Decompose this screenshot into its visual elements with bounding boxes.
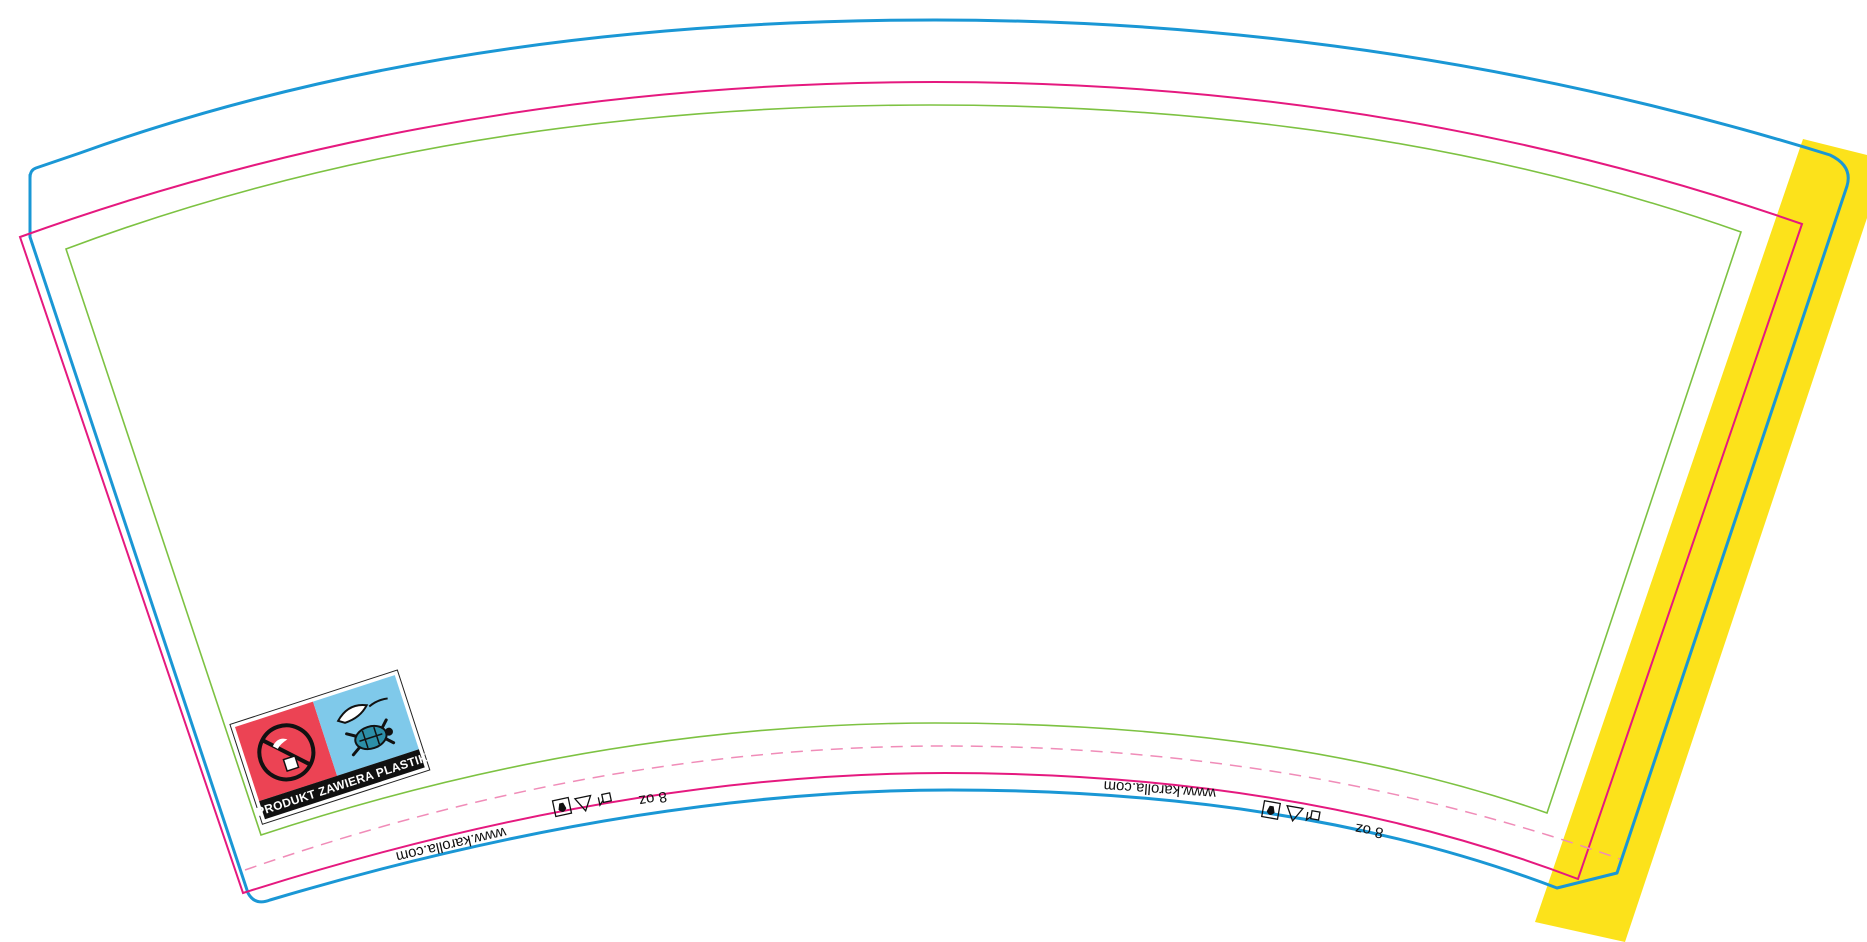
plastic-warning-badge: PRODUKT ZAWIERA PLASTIK [229, 669, 431, 825]
sorting-hand-icon-left [597, 792, 613, 807]
glue-area-band [1535, 139, 1867, 942]
recycling-hand-icon-right [1260, 799, 1282, 821]
seam-dashed-line [244, 745, 1621, 871]
recycle-triangle-icon-right [1286, 804, 1305, 823]
size-right: 8 oz [1354, 820, 1385, 842]
website-right: www.karolla.com [1103, 777, 1217, 802]
size-left: 8 oz [637, 788, 668, 810]
badge-right-panel [312, 675, 419, 776]
bleed-outline [18, 80, 1804, 895]
badge-text-band [259, 749, 425, 820]
safe-zone-outline [64, 104, 1743, 837]
sorting-hand-icon-right [1305, 809, 1321, 822]
recycle-triangle-icon-left [573, 794, 592, 813]
recycling-hand-icon-left [551, 796, 573, 818]
turtle-plastic-icon [336, 697, 396, 757]
die-cut-outline [28, 18, 1850, 904]
no-littering-icon [257, 723, 316, 782]
